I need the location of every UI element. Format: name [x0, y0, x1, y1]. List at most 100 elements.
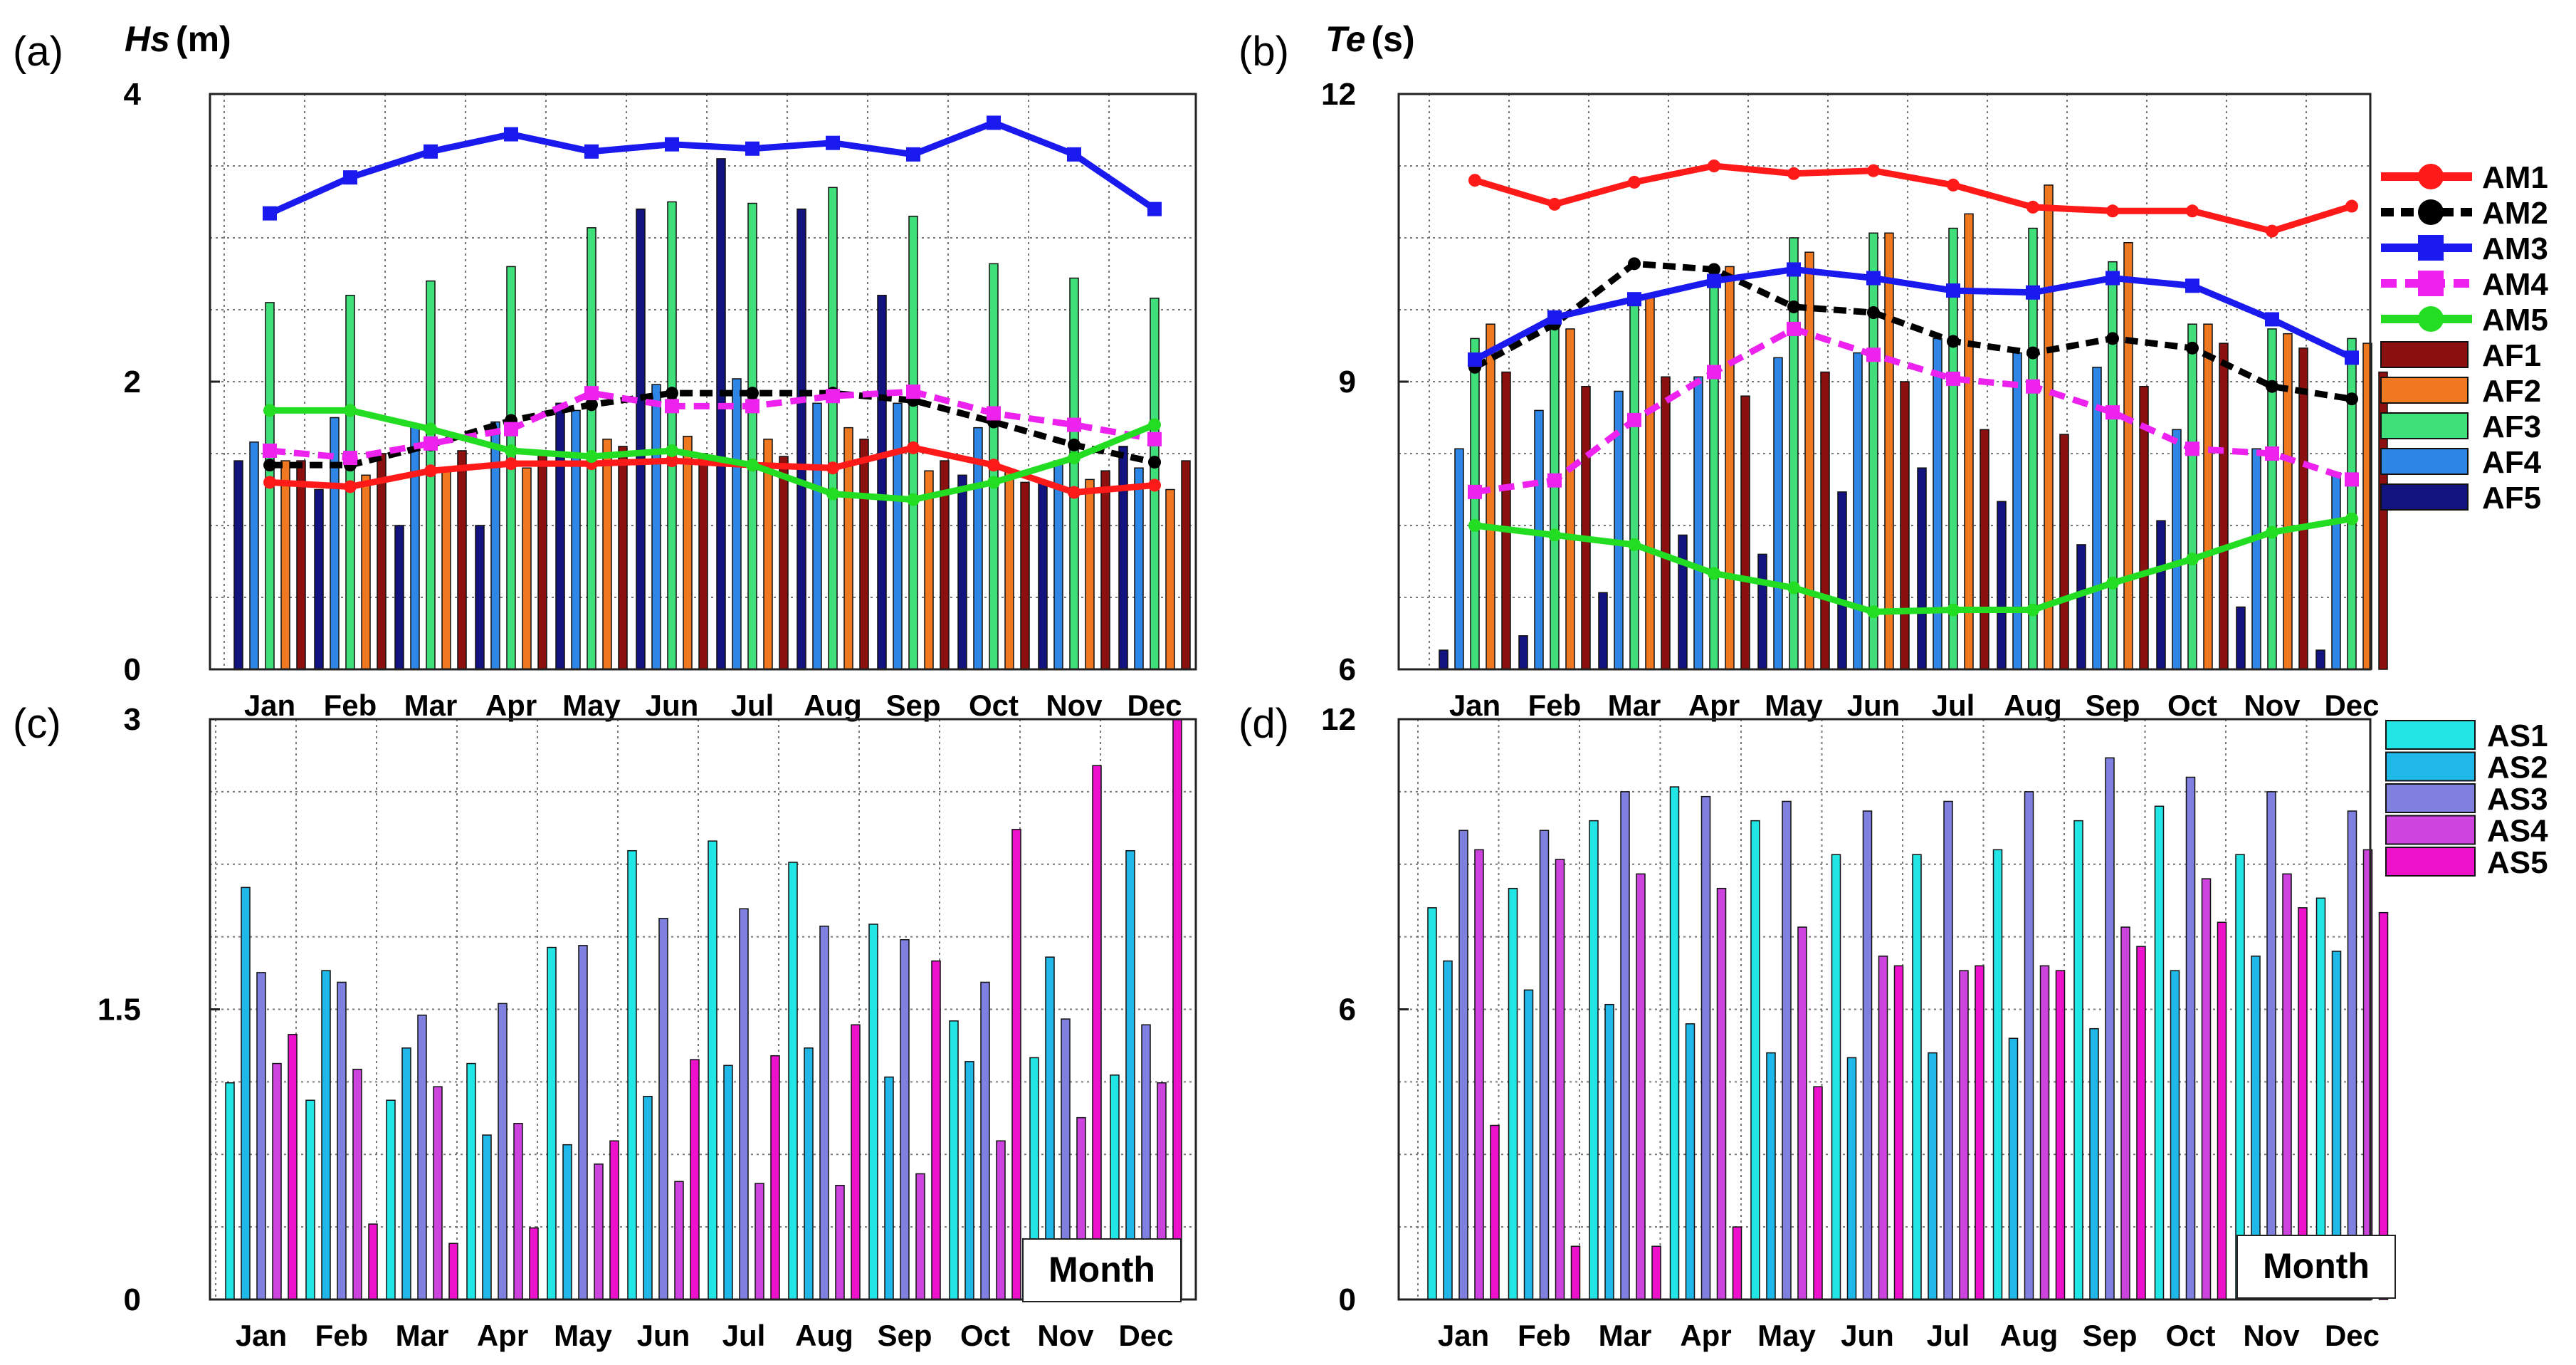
bar-as2 — [562, 1144, 572, 1300]
bar-af4 — [490, 421, 500, 670]
x-tick-label: Jan — [1438, 1319, 1489, 1352]
line-series-am5 — [263, 404, 1161, 506]
bar-af5 — [555, 402, 565, 670]
bar-as3 — [1539, 830, 1550, 1300]
bar-af5 — [2315, 649, 2325, 670]
marker-am4 — [343, 451, 357, 466]
bar-af4 — [2331, 472, 2341, 670]
bar-af3 — [1470, 338, 1480, 670]
marker-am2 — [263, 459, 276, 472]
bar-af3 — [587, 227, 596, 670]
x-tick-label: Jul — [1932, 689, 1975, 722]
bar-as3 — [819, 925, 829, 1300]
bar-as3 — [1943, 800, 1953, 1300]
legend-swatch-as5 — [2385, 847, 2476, 877]
bar-af4 — [893, 402, 903, 670]
marker-am1 — [505, 457, 517, 471]
bar-as3 — [1862, 810, 1873, 1300]
marker-am5 — [344, 404, 357, 417]
x-tick-label: Nov — [1046, 689, 1103, 722]
bar-series-af2 — [1486, 184, 2372, 670]
marker-am1 — [1148, 478, 1161, 492]
marker-am3 — [1547, 310, 1562, 325]
bar-af2 — [2123, 241, 2133, 670]
bar-as2 — [723, 1065, 733, 1300]
bar-series-as3 — [256, 908, 1151, 1300]
x-tick-label: Feb — [1528, 689, 1582, 722]
bar-af2 — [2044, 184, 2054, 670]
marker-am2 — [2345, 392, 2358, 406]
x-tick-label: Feb — [324, 689, 377, 722]
bar-series-as4 — [272, 1062, 1167, 1300]
bar-as3 — [337, 981, 347, 1300]
legend-swatch-as4 — [2385, 815, 2476, 845]
marker-am5 — [2266, 525, 2278, 539]
marker-am4 — [2345, 472, 2359, 487]
bar-as5 — [2055, 970, 2066, 1300]
bar-af1 — [1980, 429, 1989, 670]
marker-am4 — [584, 386, 599, 401]
bar-af4 — [812, 402, 822, 670]
legend-marker-am5 — [2418, 306, 2444, 332]
line-am3 — [268, 119, 1157, 216]
legend-label-am1: AM1 — [2482, 160, 2548, 195]
bar-af4 — [1053, 460, 1063, 670]
line-am3 — [1473, 266, 2353, 363]
bar-af2 — [1565, 328, 1575, 670]
marker-am5 — [907, 493, 920, 506]
marker-am5 — [2106, 576, 2119, 590]
bar-as1 — [627, 849, 637, 1300]
marker-am5 — [2026, 603, 2039, 617]
line-series-am5 — [1468, 512, 2358, 619]
bar-af3 — [1709, 271, 1719, 670]
line-am1 — [269, 444, 1155, 496]
marker-am4 — [2026, 379, 2040, 394]
marker-am5 — [1947, 603, 1960, 617]
bar-af5 — [2076, 544, 2086, 670]
y-tick-label: 9 — [1339, 365, 1356, 399]
bar-as1 — [1427, 907, 1437, 1300]
bar-af2 — [2203, 323, 2213, 670]
x-tick-label: Sep — [885, 689, 940, 722]
bar-as2 — [1125, 849, 1135, 1300]
marker-am3 — [424, 144, 438, 159]
y-tick-label: 3 — [124, 702, 141, 737]
panel-d: (d) 0 6 12 Jan Feb Mar Apr May Jun Jul Aug Sep Oct Nov… — [1239, 701, 2548, 1352]
marker-am3 — [1627, 292, 1641, 307]
bar-af1 — [1820, 371, 1830, 670]
x-tick-label: Aug — [804, 689, 862, 722]
x-tick-label: Jan — [236, 1319, 287, 1352]
bar-af5 — [233, 460, 243, 670]
bar-af1 — [1900, 381, 1910, 670]
panel-c: (c) 0 1.5 3 Jan Feb Mar Apr May Jun Jul Aug Sep Oct No… — [13, 701, 1197, 1352]
bar-af3 — [2187, 323, 2197, 670]
bar-as1 — [2235, 854, 2245, 1300]
bar-af2 — [1486, 323, 1495, 670]
marker-am3 — [263, 206, 277, 221]
line-series-am3 — [263, 115, 1162, 221]
bar-series-as4 — [1474, 849, 2373, 1300]
marker-am5 — [1867, 605, 1880, 619]
line-am1 — [1473, 162, 2353, 235]
marker-am1 — [1548, 197, 1561, 211]
bar-af2 — [1004, 470, 1014, 670]
marker-am1 — [907, 441, 920, 454]
marker-am4 — [1147, 432, 1162, 446]
bar-as1 — [1669, 786, 1680, 1300]
x-tick-label: Apr — [485, 689, 537, 722]
bar-af2 — [1964, 213, 1974, 670]
legend-label-af3: AF3 — [2482, 409, 2541, 444]
bar-af5 — [314, 488, 324, 670]
marker-am3 — [2345, 350, 2359, 365]
marker-am1 — [2266, 224, 2278, 238]
bar-af1 — [457, 450, 467, 670]
marker-am1 — [987, 459, 1000, 472]
marker-am1 — [2186, 204, 2199, 218]
marker-am3 — [2265, 312, 2279, 327]
bar-as2 — [401, 1047, 411, 1300]
marker-am3 — [2185, 278, 2199, 293]
bar-af1 — [1740, 395, 1750, 670]
marker-am2 — [1947, 335, 1960, 348]
marker-am5 — [1548, 528, 1561, 542]
